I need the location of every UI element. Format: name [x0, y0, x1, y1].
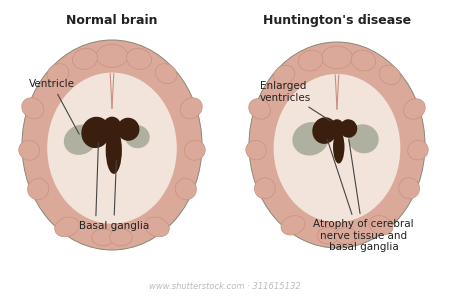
Ellipse shape [184, 140, 205, 160]
Ellipse shape [312, 117, 337, 144]
Ellipse shape [274, 65, 295, 85]
Ellipse shape [92, 229, 114, 246]
Ellipse shape [408, 140, 428, 160]
Text: www.shutterstock.com · 311615132: www.shutterstock.com · 311615132 [149, 282, 301, 291]
Ellipse shape [27, 178, 49, 200]
Ellipse shape [348, 124, 379, 153]
Ellipse shape [340, 119, 357, 138]
Ellipse shape [369, 216, 393, 235]
Ellipse shape [22, 98, 44, 119]
Ellipse shape [292, 122, 329, 156]
Ellipse shape [246, 140, 266, 160]
Ellipse shape [47, 64, 69, 83]
Text: Ventricle: Ventricle [29, 79, 79, 134]
Ellipse shape [55, 217, 79, 237]
Ellipse shape [274, 74, 400, 222]
Ellipse shape [106, 127, 122, 174]
Ellipse shape [110, 229, 132, 246]
Ellipse shape [103, 117, 121, 135]
Ellipse shape [322, 46, 352, 69]
Text: Basal ganglia: Basal ganglia [79, 160, 149, 230]
Ellipse shape [126, 48, 152, 69]
Ellipse shape [379, 65, 400, 85]
Ellipse shape [47, 72, 177, 224]
Text: Huntington's disease: Huntington's disease [263, 14, 411, 27]
Ellipse shape [19, 140, 40, 160]
Ellipse shape [335, 228, 357, 244]
Ellipse shape [330, 119, 344, 134]
Ellipse shape [333, 131, 345, 164]
Ellipse shape [404, 99, 425, 119]
Ellipse shape [399, 178, 419, 199]
Ellipse shape [96, 44, 128, 67]
Ellipse shape [249, 99, 270, 119]
Ellipse shape [64, 125, 97, 155]
Text: Atrophy of cerebral
nerve tissue and
basal ganglia: Atrophy of cerebral nerve tissue and bas… [313, 140, 414, 252]
Ellipse shape [175, 178, 196, 200]
Ellipse shape [180, 98, 202, 119]
Ellipse shape [317, 228, 339, 244]
Ellipse shape [125, 125, 150, 148]
Ellipse shape [254, 178, 275, 199]
Text: Normal brain: Normal brain [66, 14, 158, 27]
Ellipse shape [155, 64, 177, 83]
Text: Enlarged
ventricles: Enlarged ventricles [260, 81, 330, 121]
Ellipse shape [145, 217, 169, 237]
Ellipse shape [81, 117, 110, 148]
Ellipse shape [298, 50, 323, 71]
Ellipse shape [117, 118, 140, 141]
Ellipse shape [281, 216, 305, 235]
Ellipse shape [72, 48, 98, 69]
Ellipse shape [249, 42, 425, 248]
Ellipse shape [351, 50, 376, 71]
Ellipse shape [22, 40, 202, 250]
